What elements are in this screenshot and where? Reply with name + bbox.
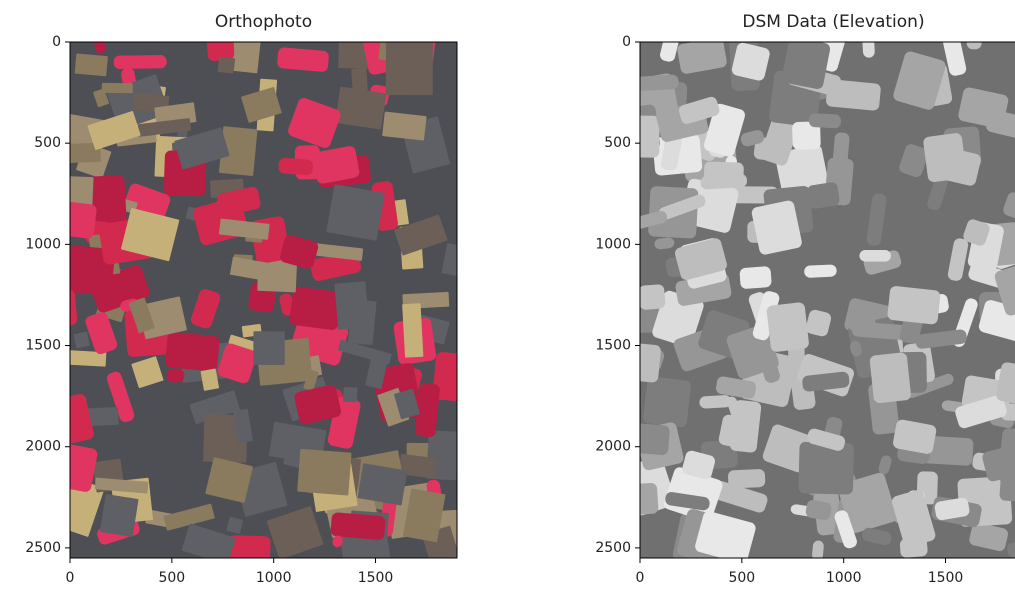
image xyxy=(45,20,480,569)
image-texture xyxy=(798,442,854,495)
image-texture xyxy=(781,36,831,90)
image-texture xyxy=(859,250,891,262)
y-tick-label: 1500 xyxy=(595,338,631,354)
y-tick-label: 500 xyxy=(604,135,631,151)
image-texture xyxy=(386,42,433,95)
image-texture xyxy=(167,369,185,383)
y-tick-label: 1000 xyxy=(25,236,61,252)
y-tick-label: 0 xyxy=(622,34,631,50)
chart-title: DSM Data (Elevation) xyxy=(742,12,924,32)
image-texture xyxy=(923,132,968,182)
y-tick-label: 2500 xyxy=(595,540,631,556)
image-texture xyxy=(825,79,881,111)
y-tick-label: 500 xyxy=(34,135,61,151)
image-texture xyxy=(382,112,427,141)
image-texture xyxy=(114,55,167,69)
image-texture xyxy=(277,47,330,72)
chart-title: Orthophoto xyxy=(215,12,312,32)
y-tick-label: 0 xyxy=(52,34,61,50)
image-texture xyxy=(804,264,837,278)
image-texture xyxy=(806,181,840,209)
image-texture xyxy=(357,463,407,505)
image-texture xyxy=(728,469,766,489)
image-texture xyxy=(278,157,313,175)
x-tick-label: 1500 xyxy=(358,570,394,586)
image-texture xyxy=(402,303,423,358)
image-texture xyxy=(627,116,660,158)
image-texture xyxy=(253,331,284,365)
image-texture xyxy=(351,68,369,107)
x-tick-label: 1000 xyxy=(256,570,292,586)
image xyxy=(615,25,1015,576)
x-tick-label: 1000 xyxy=(826,570,862,586)
image-texture xyxy=(628,343,661,383)
page: {"chart_data": [ {"type": "image", "titl… xyxy=(0,0,1015,592)
x-tick-label: 0 xyxy=(66,570,75,586)
image-texture xyxy=(869,352,911,404)
y-tick-label: 1500 xyxy=(25,338,61,354)
x-tick-label: 500 xyxy=(158,570,185,586)
x-tick-label: 500 xyxy=(728,570,755,586)
image-texture xyxy=(699,395,731,409)
image-texture xyxy=(862,28,875,58)
image-texture xyxy=(832,132,850,169)
image-texture xyxy=(218,57,236,74)
y-tick-label: 2500 xyxy=(25,540,61,556)
image-texture xyxy=(766,302,809,353)
image-texture xyxy=(75,53,108,76)
x-tick-label: 1500 xyxy=(928,570,964,586)
image-texture xyxy=(700,174,747,190)
image-texture xyxy=(165,332,220,372)
image-texture xyxy=(334,281,369,330)
image-texture xyxy=(629,483,659,516)
image-texture xyxy=(638,284,666,310)
image-texture xyxy=(326,184,385,241)
image-texture xyxy=(100,494,139,537)
y-tick-label: 2000 xyxy=(25,439,61,455)
image-texture xyxy=(642,376,691,428)
image-texture xyxy=(809,113,842,129)
image-texture xyxy=(297,449,351,496)
image-texture xyxy=(729,399,761,453)
image-texture xyxy=(632,74,679,91)
x-tick-label: 0 xyxy=(636,570,645,586)
image-texture xyxy=(967,38,982,50)
figure: Orthophoto 0 500 1000 1500 0 500 1000 1500 2000 25… xyxy=(0,0,1015,592)
image-texture xyxy=(45,199,97,239)
image-texture xyxy=(102,83,133,93)
image-texture xyxy=(343,387,358,403)
y-tick-label: 2000 xyxy=(595,439,631,455)
image-texture xyxy=(739,266,772,289)
y-tick-label: 1000 xyxy=(595,236,631,252)
image-texture xyxy=(887,285,941,324)
